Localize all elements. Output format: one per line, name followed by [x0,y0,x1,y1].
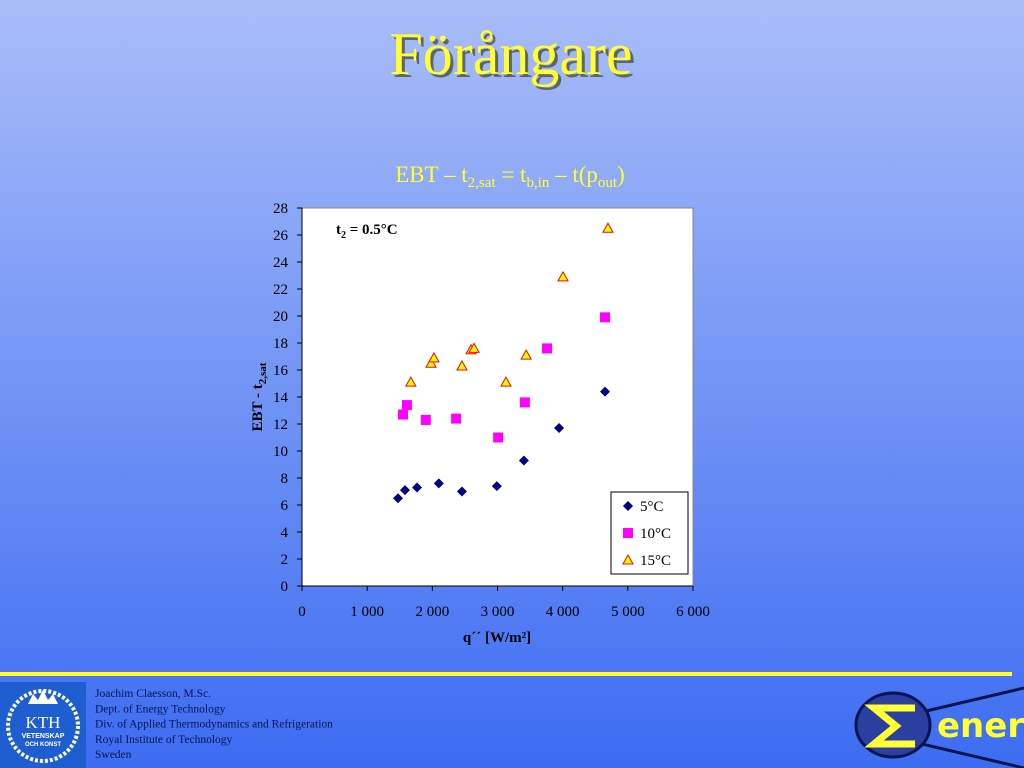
point [602,222,614,233]
point [456,486,467,497]
y-tick-label: 18 [273,336,288,352]
footer-text: Joachim Claesson, M.Sc. Dept. of Energy T… [95,688,333,761]
kth-text: VETENSKAP [22,733,65,740]
point [420,414,431,425]
slide-title: Förångare [389,21,632,87]
footer-line: Sweden [95,749,132,761]
point [412,482,423,493]
formula: EBT – t2,sat = tb,in – t(pout) [395,162,625,191]
y-tick-label: 10 [273,444,288,460]
legend-marker [623,501,633,511]
footer-line: Joachim Claesson, M.Sc. [95,688,211,700]
y-tick-label: 0 [281,579,289,595]
y-tick-label: 12 [273,417,288,433]
point [600,386,611,397]
point [520,349,533,360]
kth-text: KTH [26,713,61,732]
x-tick-label: 3 000 [481,604,515,620]
formula-sub: b,in [526,175,549,191]
point [401,400,412,411]
x-tick-label: 6 000 [676,604,710,620]
x-tick-label: 5 000 [611,604,645,620]
point [428,351,440,363]
formula-sub: out [598,175,618,191]
point [519,397,530,408]
formula-part: EBT – t [395,162,468,187]
y-tick-label: 22 [273,282,288,298]
annotation: t2 = 0.5°C [336,222,398,241]
legend-label: 15°C [640,553,671,569]
y-tick-label: 2 [281,552,289,568]
energi-text: energi [937,706,1024,746]
y-tick-label: 26 [273,228,289,244]
formula-sub: 2,sat [468,175,497,191]
energi-sigma [864,704,915,748]
y-tick-label: 24 [273,255,289,271]
point [425,357,437,368]
point [451,413,462,424]
x-tick-label: 4 000 [546,604,580,620]
footer-line: Royal Institute of Technology [95,734,233,746]
y-tick-label: 6 [281,498,289,514]
y-tick-label: 14 [273,390,289,406]
point [542,343,553,354]
point [491,481,502,492]
point [433,478,444,489]
y-axis-label: EBT - t2,sat [250,362,269,431]
legend-label: 10°C [640,526,671,542]
formula-part: ) [617,162,625,187]
point [493,432,504,443]
x-tick-label: 1 000 [350,604,384,620]
kth-crown [28,690,58,704]
y-tick-label: 4 [281,525,289,541]
y-tick-label: 20 [273,309,288,325]
point [399,485,410,496]
point [557,270,569,282]
formula-part: – t(p [549,162,598,187]
footer-line: Div. of Applied Thermodynamics and Refri… [95,719,333,731]
point [554,423,565,434]
x-axis-label: q´´ [W/m²] [463,630,531,646]
footer-line: Dept. of Energy Technology [95,703,226,715]
kth-ring [6,689,80,763]
point [392,493,403,504]
point [600,312,611,323]
legend-marker [623,528,633,538]
point [398,409,409,420]
annotation-part: t [336,222,341,238]
legend-marker [622,553,634,565]
y-tick-label: 16 [273,363,289,379]
formula-part: = t [496,162,527,187]
point [404,376,417,387]
annotation-sub: 2 [341,230,346,241]
y-label-sub: 2,sat [257,362,269,384]
y-tick-label: 28 [273,201,288,217]
point [456,359,468,371]
x-tick-label: 0 [298,604,306,620]
y-label-part: EBT - t [250,384,266,431]
x-tick-label: 2 000 [415,604,449,620]
y-tick-label: 8 [281,471,289,487]
point [518,455,529,466]
point [500,376,512,387]
annotation-part: = 0.5°C [346,222,398,238]
point [468,342,480,353]
title-shadow: Förångare [392,24,635,90]
kth-text: OCH KONST [25,742,61,748]
legend-label: 5°C [640,499,664,515]
